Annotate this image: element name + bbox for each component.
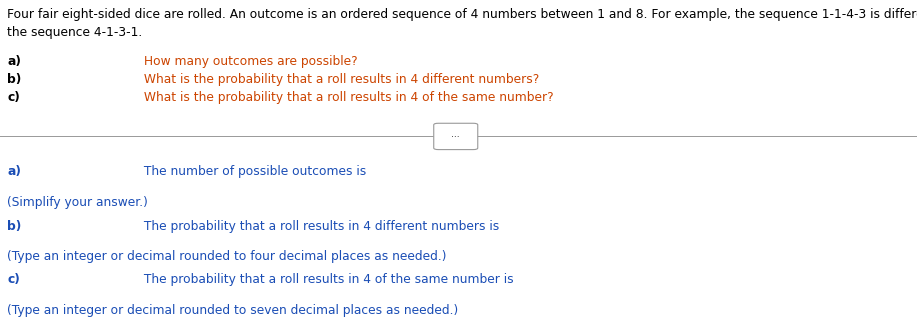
Text: The probability that a roll results in 4 different numbers is: The probability that a roll results in 4…: [140, 220, 503, 233]
Text: a): a): [7, 55, 21, 67]
Text: c): c): [7, 273, 20, 286]
Text: (Simplify your answer.): (Simplify your answer.): [7, 196, 149, 209]
Text: b): b): [7, 220, 22, 233]
Text: the sequence 4-1-3-1.: the sequence 4-1-3-1.: [7, 26, 142, 39]
Text: b): b): [7, 73, 22, 86]
Text: What is the probability that a roll results in 4 of the same number?: What is the probability that a roll resu…: [140, 91, 554, 104]
Text: ...: ...: [451, 130, 460, 139]
Text: How many outcomes are possible?: How many outcomes are possible?: [140, 55, 359, 67]
Text: Four fair eight-sided dice are rolled. An outcome is an ordered sequence of 4 nu: Four fair eight-sided dice are rolled. A…: [7, 8, 917, 21]
Text: (Type an integer or decimal rounded to four decimal places as needed.): (Type an integer or decimal rounded to f…: [7, 250, 447, 263]
Text: What is the probability that a roll results in 4 different numbers?: What is the probability that a roll resu…: [140, 73, 540, 86]
Text: (Type an integer or decimal rounded to seven decimal places as needed.): (Type an integer or decimal rounded to s…: [7, 304, 458, 317]
Text: The number of possible outcomes is: The number of possible outcomes is: [140, 165, 370, 178]
Text: The probability that a roll results in 4 of the same number is: The probability that a roll results in 4…: [140, 273, 518, 286]
Text: a): a): [7, 165, 21, 178]
FancyBboxPatch shape: [434, 123, 478, 150]
Text: c): c): [7, 91, 20, 104]
